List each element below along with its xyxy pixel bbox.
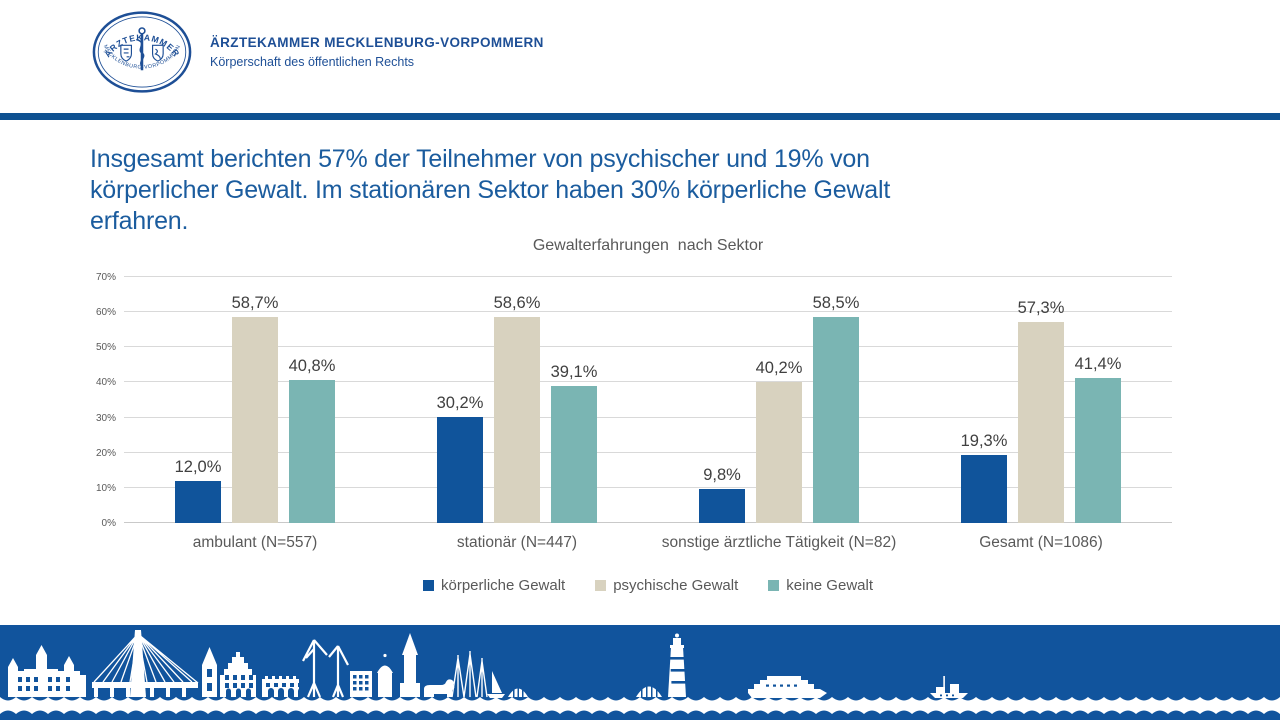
org-seal-icon: ÄRZTEKAMMER MECKLENBURG-VORPOMMERN — [92, 11, 192, 93]
bar-value-label: 9,8% — [703, 465, 741, 484]
bar — [437, 416, 483, 523]
gridline — [124, 346, 1172, 348]
bar-column: 9,8% — [699, 277, 745, 523]
gridline — [124, 486, 1172, 488]
bar — [813, 317, 859, 523]
gridline — [124, 381, 1172, 383]
gridline — [124, 276, 1172, 277]
legend-label: psychische Gewalt — [613, 577, 739, 594]
bar — [961, 455, 1007, 523]
x-axis-label: ambulant (N=557) — [192, 534, 318, 551]
bar-group: 12,0% 58,7% 40,8% — [124, 277, 386, 523]
y-tick-label: 40% — [95, 377, 116, 389]
bar-column: 58,5% — [813, 277, 859, 523]
legend-swatch — [595, 580, 607, 591]
bar-value-label: 19,3% — [960, 432, 1008, 451]
bar-value-label: 41,4% — [1074, 354, 1122, 373]
bar-group: 9,8% 40,2% 58,5% — [648, 277, 910, 523]
org-text: ÄRZTEKAMMER MECKLENBURG-VORPOMMERN Körpe… — [210, 35, 544, 69]
x-axis-labels: ambulant (N=557) stationär (N=447) sonstig… — [124, 534, 1172, 556]
bar-value-label: 30,2% — [436, 393, 484, 412]
bar-value-label: 39,1% — [550, 362, 598, 381]
bar-column: 39,1% — [551, 277, 597, 523]
bar-column: 12,0% — [175, 277, 221, 523]
bar — [1018, 321, 1064, 523]
aesculapius-staff-icon — [135, 27, 146, 71]
x-axis-label: sonstige ärztliche Tätigkeit (N=82) — [661, 534, 897, 551]
gridline — [124, 416, 1172, 418]
bar — [1075, 377, 1121, 523]
bar — [756, 381, 802, 523]
skyline-cables-cranes — [93, 633, 488, 698]
bar-column: 19,3% — [961, 277, 1007, 523]
seal-shields-icon — [120, 44, 164, 62]
plot-area: 0% 10% 20% 30% 40% 50% 60% 70% 12,0% 58,7% 40,8% 30… — [96, 272, 1172, 529]
y-tick-label: 0% — [101, 518, 116, 529]
chart-title: Gewalterfahrungen nach Sektor — [532, 237, 764, 254]
slide-title-line: Insgesamt berichten 57% der Teilnehmer v… — [90, 145, 870, 173]
footer-band — [0, 625, 1280, 701]
slide-title-line: erfahren. — [90, 207, 189, 235]
y-tick-label: 50% — [95, 342, 116, 354]
legend-label: keine Gewalt — [786, 577, 873, 594]
bar-group: 19,3% 57,3% 41,4% — [910, 277, 1172, 523]
slide-title-line: körperlicher Gewalt. Im stationären Sekt… — [90, 176, 891, 204]
bar-value-label: 58,5% — [812, 294, 860, 313]
bar-value-label: 40,2% — [755, 358, 803, 377]
bar-column: 41,4% — [1075, 277, 1121, 523]
y-tick-label: 60% — [95, 307, 116, 319]
gridline — [124, 311, 1172, 313]
bar-value-label: 57,3% — [1017, 298, 1065, 317]
x-axis-label: stationär (N=447) — [456, 534, 578, 551]
bar-value-label: 40,8% — [288, 356, 336, 375]
bar-column: 58,7% — [232, 277, 278, 523]
gridline — [124, 451, 1172, 453]
skyline-windows — [18, 657, 954, 697]
bar — [289, 379, 335, 523]
y-tick-label: 30% — [95, 412, 116, 424]
slide-title: Insgesamt berichten 57% der Teilnehmer v… — [90, 144, 890, 237]
bar-value-label: 58,6% — [493, 294, 541, 313]
org-name: ÄRZTEKAMMER MECKLENBURG-VORPOMMERN — [210, 35, 544, 50]
bar-column: 30,2% — [437, 277, 483, 523]
x-axis-label: Gesamt (N=1086) — [979, 534, 1103, 551]
bar — [175, 480, 221, 523]
footer-bottom-strip — [0, 710, 1280, 720]
bar-value-label: 12,0% — [174, 457, 222, 476]
skyline-graphic — [0, 625, 1280, 720]
y-tick-label: 20% — [95, 447, 116, 459]
legend-swatch — [423, 580, 434, 591]
header: ÄRZTEKAMMER MECKLENBURG-VORPOMMERN ÄRZTE… — [92, 10, 544, 94]
gridline — [124, 522, 1172, 523]
bar-group: 30,2% 58,6% 39,1% — [386, 277, 648, 523]
bar-column: 58,6% — [494, 277, 540, 523]
org-subtitle: Körperschaft des öffentlichen Rechts — [210, 55, 415, 69]
bar-value-label: 58,7% — [231, 293, 279, 312]
bar-column: 57,3% — [1018, 277, 1064, 523]
y-tick-label: 70% — [95, 272, 116, 283]
y-tick-label: 10% — [95, 482, 116, 494]
legend-item: keine Gewalt — [768, 577, 873, 594]
legend-swatch — [768, 580, 780, 591]
header-divider — [0, 113, 1280, 120]
bar — [699, 488, 745, 523]
bar-column: 40,8% — [289, 277, 335, 523]
legend-item: psychische Gewalt — [595, 577, 738, 594]
legend-item: körperliche Gewalt — [423, 577, 565, 594]
bar — [494, 317, 540, 523]
bar-column: 40,2% — [756, 277, 802, 523]
bar — [232, 316, 278, 523]
bar — [551, 385, 597, 523]
legend-label: körperliche Gewalt — [441, 577, 566, 594]
chart-legend: körperliche Gewalt psychische Gewalt keine… — [124, 577, 1172, 594]
